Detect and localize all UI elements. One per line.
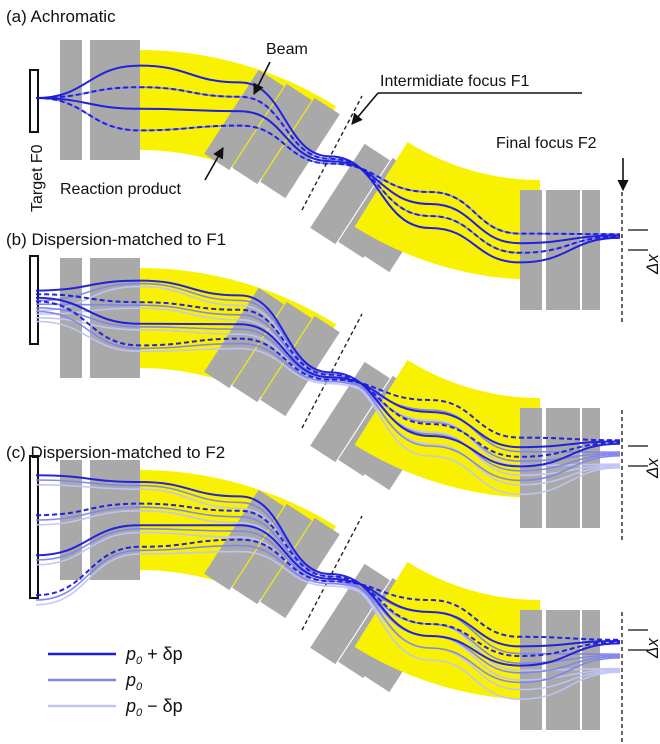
quad-right-2 — [582, 408, 600, 528]
reaction-product-label: Reaction product — [60, 181, 182, 198]
legend-label-plus: p0 + δp — [125, 644, 183, 667]
panel-dispersion-matched-f2 — [29, 455, 648, 742]
panel-a-title: (a) Achromatic — [6, 7, 116, 26]
beam-label: Beam — [266, 41, 308, 58]
trajectory-1-3 — [35, 97, 621, 235]
trajectory-2-1 — [35, 502, 621, 658]
quad-mid1-0 — [204, 489, 284, 591]
delta-x-label-b: Δx — [643, 458, 660, 479]
trajectory-0-3 — [35, 550, 621, 672]
quad-mid1-2 — [260, 97, 340, 199]
target-frame — [29, 455, 39, 599]
trajectory-2-0 — [35, 279, 621, 468]
trajectory-1-0 — [35, 282, 621, 482]
trajectory-1-3 — [35, 544, 621, 655]
quad-right-2 — [582, 610, 600, 730]
legend-label-minus: p0 − δp — [125, 696, 183, 719]
dipole-2 — [354, 142, 540, 280]
delta-x-label-a: Δx — [643, 254, 660, 275]
panel-c-title: (c) Dispersion-matched to F2 — [6, 443, 225, 462]
quad-left-1 — [90, 40, 122, 160]
quad-left-2 — [122, 258, 140, 378]
panel-b-title: (b) Dispersion-matched to F1 — [6, 230, 226, 249]
trajectory-1-0 — [35, 479, 621, 684]
quad-right-2 — [582, 190, 600, 310]
trajectory-2-2 — [35, 296, 621, 449]
trajectory-2-1 — [35, 86, 621, 254]
quad-left-0 — [60, 258, 82, 378]
legend: p0 + δp p0 p0 − δp — [48, 644, 183, 719]
quad-right-0 — [520, 408, 542, 528]
trajectory-2-3 — [35, 538, 621, 641]
trajectory-1-3 — [35, 310, 621, 453]
final-focus-label: Final focus F2 — [496, 135, 597, 152]
dipole-2 — [354, 360, 540, 498]
focus-f1-line — [301, 515, 363, 631]
quad-left-2 — [122, 40, 140, 160]
target-frame — [29, 69, 39, 133]
quad-left-2 — [122, 460, 140, 580]
trajectory-2-2 — [35, 524, 621, 648]
quad-mid2-0 — [310, 143, 390, 245]
intermediate-focus-label: Intermidiate focus F1 — [380, 73, 530, 90]
quad-right-0 — [520, 190, 542, 310]
beam-arrow — [253, 61, 271, 96]
quad-mid1-0 — [204, 69, 284, 171]
focus-f1-line — [301, 313, 363, 429]
trajectory-2-0 — [35, 474, 621, 667]
trajectory-2-1 — [35, 293, 621, 458]
trajectory-2-0 — [35, 64, 621, 264]
trajectory-1-2 — [35, 307, 621, 463]
legend-label-mid: p0 — [125, 670, 143, 693]
trajectory-2-2 — [35, 97, 621, 245]
trajectory-2-3 — [35, 300, 621, 442]
panel-dispersion-matched-f1 — [29, 255, 648, 540]
quad-left-1 — [90, 460, 122, 580]
delta-x-label-c: Δx — [643, 638, 660, 659]
intermediate-focus-arrow — [351, 92, 379, 125]
panel-achromatic — [29, 40, 648, 322]
reaction-product-arrow — [204, 147, 224, 181]
target-label: Target F0 — [29, 144, 46, 212]
